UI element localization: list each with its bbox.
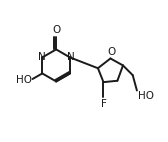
Text: O: O [52,26,60,36]
Text: N: N [67,52,74,62]
Text: HO: HO [16,75,32,85]
Text: HO: HO [138,91,154,101]
Text: F: F [101,99,107,109]
Text: O: O [107,47,115,57]
Text: N: N [38,52,46,62]
